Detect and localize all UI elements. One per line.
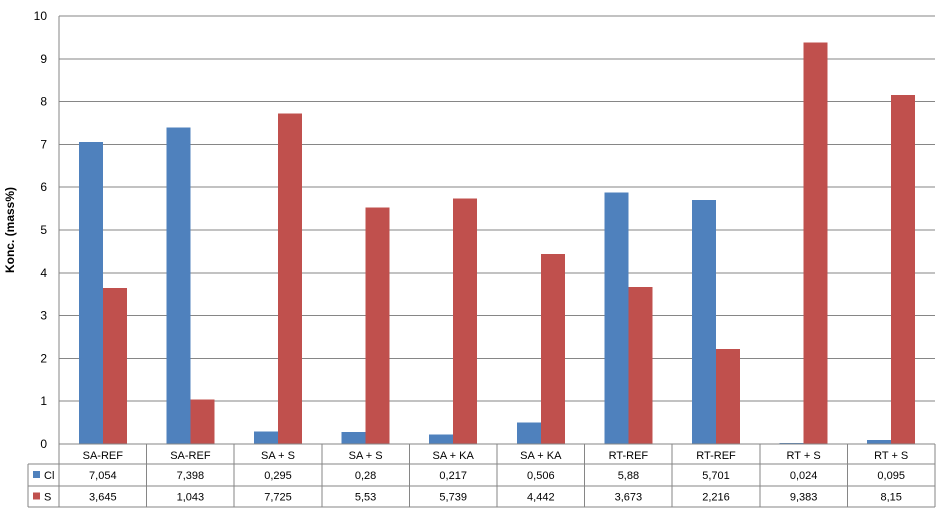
y-tick-label: 9 [40,52,47,66]
bar-cl [341,432,366,444]
bar-cl [604,192,629,444]
bar-s [716,349,740,444]
data-label-s: 3,645 [89,492,117,504]
data-label-cl: 0,095 [877,470,905,482]
bar-cl [516,422,541,444]
data-label-s: 4,442 [527,492,555,504]
bar-cl [166,127,191,444]
y-tick-label: 3 [40,309,47,323]
x-tick-label: SA + KA [433,450,475,462]
data-label-cl: 7,398 [177,470,205,482]
y-tick-label: 8 [40,95,47,109]
y-tick-label: 5 [40,223,47,237]
data-label-s: 7,725 [264,492,292,504]
data-label-cl: 0,024 [790,470,818,482]
y-tick-label: 0 [40,437,47,451]
data-label-s: 9,383 [790,492,818,504]
y-tick-label: 6 [40,180,47,194]
legend-swatch-s [33,492,40,500]
bar-cl [779,442,804,444]
bar-s [453,198,478,444]
y-tick-label: 7 [40,137,47,151]
bar-s [540,253,565,444]
y-axis-title: Konc. (mass%) [3,187,17,273]
legend-label-cl: Cl [44,470,54,482]
data-label-s: 8,15 [880,492,901,504]
x-tick-label: SA + KA [520,450,562,462]
x-tick-label: SA + S [261,450,295,462]
legend-label-s: S [44,492,51,504]
data-label-cl: 0,28 [355,470,376,482]
bar-cl [254,431,278,444]
legend-swatch-cl [33,471,40,478]
x-tick-label: RT + S [874,450,908,462]
bar-s [803,42,828,445]
x-tick-label: SA-REF [170,450,211,462]
bar-s [891,95,916,445]
bar-cl [867,439,892,444]
bar-s [278,113,302,445]
x-tick-label: SA + S [349,450,383,462]
x-tick-label: RT + S [787,450,821,462]
x-tick-label: RT-REF [696,450,736,462]
data-label-cl: 7,054 [89,470,117,482]
x-tick-label: RT-REF [609,450,649,462]
bar-cl [429,434,454,444]
bar-s [102,287,127,444]
data-label-cl: 5,88 [618,470,639,482]
data-label-cl: 5,701 [702,470,730,482]
data-label-s: 1,043 [177,492,205,504]
bar-cl [78,142,103,444]
data-label-cl: 0,506 [527,470,555,482]
data-label-s: 3,673 [615,492,643,504]
bar-s [628,286,653,444]
bar-s [190,399,215,444]
data-label-s: 5,739 [439,492,467,504]
data-label-cl: 0,217 [439,470,467,482]
y-tick-label: 10 [34,9,48,23]
x-tick-label: SA-REF [83,450,124,462]
bar-cl [692,199,716,444]
data-label-cl: 0,295 [264,470,292,482]
data-label-s: 5,53 [355,492,376,504]
data-label-s: 2,216 [702,492,730,504]
bar-s [365,207,390,444]
y-tick-label: 1 [40,394,47,408]
y-tick-label: 4 [40,266,47,280]
y-tick-label: 2 [40,351,47,365]
